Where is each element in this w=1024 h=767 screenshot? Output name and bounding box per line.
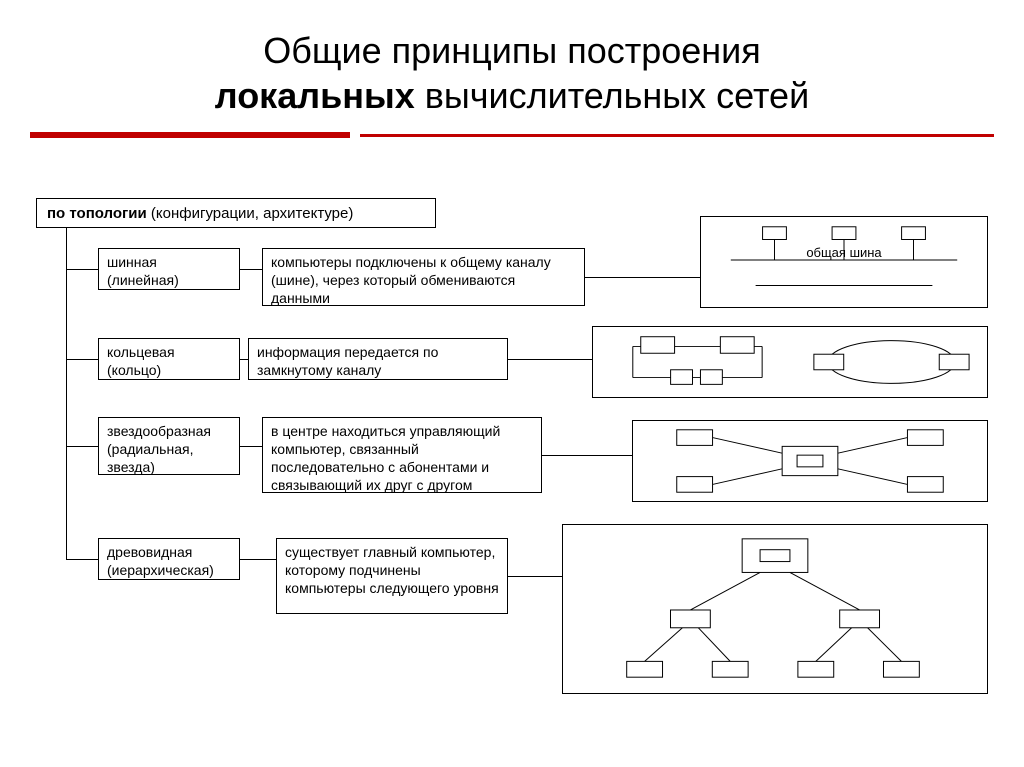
bus-diagram-label: общая шина [701, 245, 987, 260]
star-diagram [632, 420, 988, 502]
title-rest: вычислительных сетей [415, 75, 809, 116]
page-title: Общие принципы построения локальных вычи… [0, 0, 1024, 128]
header-bold: по топологии [47, 205, 147, 222]
tree-diagram [562, 524, 988, 694]
tree-desc-box: существует главный компьютер, которому п… [276, 538, 508, 614]
header-rest: (конфигурации, архитектуре) [147, 205, 354, 222]
bus-diagram: общая шина [700, 216, 988, 308]
tree-name-box: древовидная (иерархическая) [98, 538, 240, 580]
ring-desc-box: информация передается по замкнутому кана… [248, 338, 508, 380]
star-name-box: звездообразная (радиальная, звезда) [98, 417, 240, 475]
star-desc-box: в центре находиться управляющий компьюте… [262, 417, 542, 493]
classification-header: по топологии (конфигурации, архитектуре) [36, 198, 436, 228]
bus-desc-box: компьютеры подключены к общему каналу (ш… [262, 248, 585, 306]
ring-name-box: кольцевая (кольцо) [98, 338, 240, 380]
ring-diagram [592, 326, 988, 398]
title-bold: локальных [215, 75, 415, 116]
bus-name-box: шинная (линейная) [98, 248, 240, 290]
title-line1: Общие принципы построения [263, 30, 761, 71]
accent-rule [30, 132, 994, 138]
